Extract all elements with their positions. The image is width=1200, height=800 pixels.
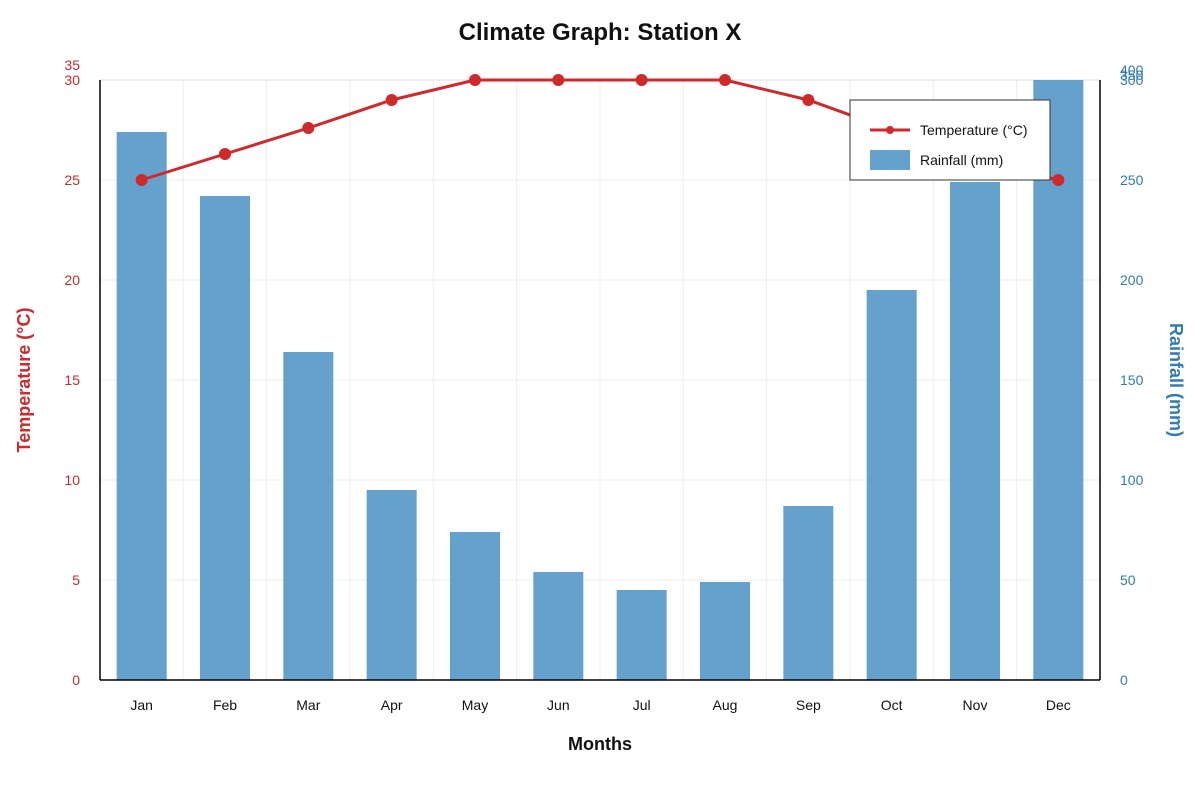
- legend-temperature-label: Temperature (°C): [920, 122, 1028, 138]
- rainfall-bar-oct: [866, 290, 917, 680]
- x-tick-label: Nov: [963, 697, 988, 713]
- temperature-point-apr: [385, 94, 398, 106]
- rainfall-bar-nov: [950, 182, 1000, 680]
- chart-axes: [99, 80, 1101, 681]
- rainfall-bar-sep: [783, 506, 834, 680]
- rainfall-bar-jan: [116, 132, 167, 680]
- right-y-tick-label: 400: [1120, 62, 1144, 78]
- x-tick-label: Jul: [633, 697, 651, 713]
- rainfall-bar-feb: [200, 196, 250, 680]
- right-y-tick-label: 250: [1120, 172, 1144, 188]
- temperature-point-jun: [552, 74, 565, 86]
- x-tick-label: Apr: [381, 697, 403, 713]
- rainfall-bar-jun: [533, 572, 584, 680]
- right-y-tick-label: 350: [1120, 67, 1144, 83]
- left-y-tick-label: 25: [64, 172, 80, 188]
- temperature-point-dec: [1052, 174, 1065, 186]
- temperature-point-mar: [302, 122, 315, 134]
- right-y-tick-label: 50: [1120, 572, 1136, 588]
- left-y-tick-label: 10: [64, 472, 80, 488]
- x-tick-label: May: [462, 697, 488, 713]
- x-tick-label: Jun: [547, 697, 570, 713]
- left-y-tick-label: 15: [64, 372, 80, 388]
- x-tick-label: Jan: [130, 697, 153, 713]
- chart-title: Climate Graph: Station X: [459, 19, 742, 46]
- left-y-tick-label: 20: [64, 272, 80, 288]
- temperature-point-aug: [719, 74, 731, 86]
- right-y-axis-title: Rainfall (mm): [1166, 323, 1186, 437]
- left-y-tick-label: 5: [72, 572, 80, 588]
- x-tick-label: Feb: [213, 697, 237, 713]
- temperature-point-feb: [219, 148, 231, 160]
- right-y-tick-label: 100: [1120, 472, 1144, 488]
- x-tick-label: Dec: [1046, 697, 1071, 713]
- chart-legend: Temperature (°C) Rainfall (mm): [849, 99, 1051, 181]
- rainfall-bar-aug: [700, 582, 750, 680]
- right-y-tick-label: 0: [1120, 672, 1128, 688]
- rainfall-bar-apr: [366, 490, 417, 680]
- temperature-point-sep: [802, 94, 815, 106]
- temperature-point-jan: [135, 174, 148, 186]
- rainfall-bar-jul: [616, 590, 667, 680]
- rainfall-bar-may: [450, 532, 500, 680]
- x-tick-label: Mar: [296, 697, 320, 713]
- legend-temperature-swatch-marker: [886, 126, 894, 134]
- left-y-tick-label: 30: [64, 72, 80, 88]
- x-tick-label: Sep: [796, 697, 821, 713]
- x-tick-label: Oct: [881, 697, 903, 713]
- rainfall-bars: [116, 80, 1084, 680]
- x-axis-title: Months: [568, 734, 632, 754]
- right-y-tick-label: 300: [1120, 72, 1144, 88]
- temperature-point-jul: [635, 74, 648, 86]
- rainfall-bar-mar: [283, 352, 334, 680]
- legend-box: [849, 99, 1051, 181]
- left-y-tick-label: 0: [72, 672, 80, 688]
- x-tick-label: Aug: [713, 697, 738, 713]
- left-y-axis-title: Temperature (°C): [14, 308, 34, 453]
- legend-rainfall-label: Rainfall (mm): [920, 152, 1003, 168]
- left-y-tick-label: 35: [64, 57, 80, 73]
- temperature-point-may: [469, 74, 481, 86]
- axis-ticks: Jan Feb Mar Apr May Jun Jul Aug Sep Oct Nov Dec 0 5 10…: [64, 57, 1143, 713]
- right-y-tick-label: 150: [1120, 372, 1144, 388]
- legend-rainfall-swatch: [870, 150, 910, 170]
- right-y-tick-label: 200: [1120, 272, 1144, 288]
